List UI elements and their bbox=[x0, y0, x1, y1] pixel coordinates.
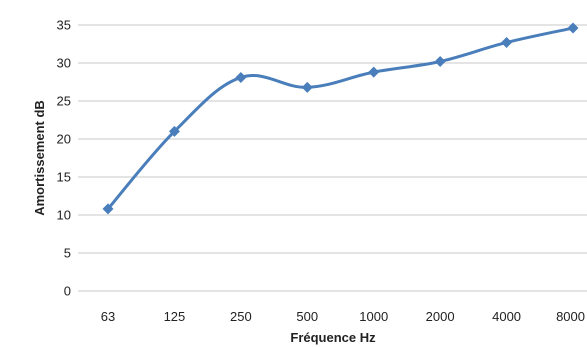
x-tick-label-63: 63 bbox=[101, 309, 115, 324]
y-tick-label-0: 0 bbox=[64, 284, 71, 299]
data-point-500 bbox=[301, 81, 313, 93]
data-point-8000 bbox=[567, 22, 579, 34]
y-tick-label-35: 35 bbox=[57, 18, 71, 33]
x-tick-label-500: 500 bbox=[296, 309, 318, 324]
x-tick-label-4000: 4000 bbox=[492, 309, 521, 324]
x-tick-label-2000: 2000 bbox=[426, 309, 455, 324]
series-markers bbox=[102, 22, 579, 215]
x-tick-label-125: 125 bbox=[164, 309, 186, 324]
x-tick-label-250: 250 bbox=[230, 309, 252, 324]
data-point-63 bbox=[102, 203, 114, 215]
y-tick-label-10: 10 bbox=[57, 208, 71, 223]
y-axis-title: Amortissement dB bbox=[32, 100, 47, 216]
y-tick-label-20: 20 bbox=[57, 132, 71, 147]
y-tick-label-25: 25 bbox=[57, 94, 71, 109]
x-tick-labels: 63 125 250 500 1000 2000 4000 8000 bbox=[101, 309, 585, 324]
y-tick-label-15: 15 bbox=[57, 170, 71, 185]
x-axis-title: Fréquence Hz bbox=[290, 330, 376, 345]
y-tick-label-5: 5 bbox=[64, 246, 71, 261]
series-line bbox=[106, 26, 574, 210]
data-point-125 bbox=[168, 125, 180, 137]
x-tick-label-8000: 8000 bbox=[556, 309, 585, 324]
y-tick-labels: 0 5 10 15 20 25 30 35 bbox=[57, 18, 71, 299]
data-point-2000 bbox=[434, 55, 446, 67]
data-point-250 bbox=[235, 71, 247, 83]
y-tick-label-30: 30 bbox=[57, 56, 71, 71]
gridlines bbox=[78, 24, 587, 292]
data-point-4000 bbox=[501, 36, 513, 48]
x-tick-label-1000: 1000 bbox=[359, 309, 388, 324]
data-point-1000 bbox=[368, 66, 380, 78]
